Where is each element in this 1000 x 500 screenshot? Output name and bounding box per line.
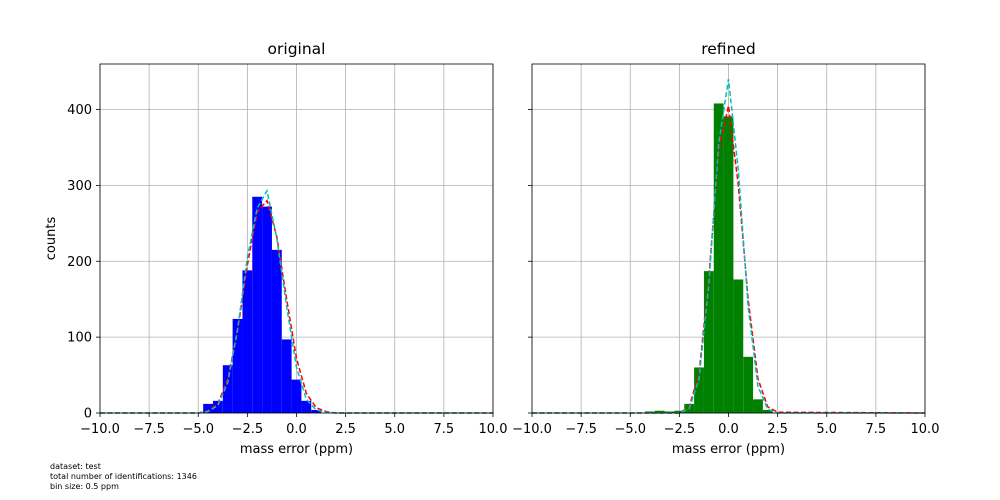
x-tick-label: −7.5 <box>565 422 597 437</box>
x-tick-label: 0.0 <box>286 422 307 437</box>
histogram-bar <box>762 409 773 413</box>
y-tick-label: 0 <box>84 407 92 422</box>
x-tick-label: −10.0 <box>80 422 120 437</box>
histogram-bar <box>654 410 665 413</box>
y-tick-label: 100 <box>67 331 92 346</box>
histogram-bar <box>311 409 322 413</box>
refined-histogram-panel: −10.0 −7.5 −5.0 −2.5 0.0 2.5 5.0 7.5 10.0 refined… <box>512 40 939 457</box>
x-tick-label: −2.5 <box>664 422 696 437</box>
x-tick-label: 0.0 <box>718 422 739 437</box>
histogram-bar <box>252 196 263 413</box>
histogram-bar <box>212 400 223 413</box>
x-axis-label: mass error (ppm) <box>240 442 353 457</box>
x-tick-label: 10.0 <box>911 422 940 437</box>
histogram-bar <box>723 116 734 413</box>
histogram-bar <box>703 271 714 413</box>
panel-title: original <box>268 40 326 58</box>
x-tick-label: 5.0 <box>816 422 837 437</box>
x-tick-label: 7.5 <box>434 422 455 437</box>
histogram-bar <box>694 367 704 413</box>
x-tick-label: −10.0 <box>512 422 552 437</box>
histogram-bar <box>753 399 763 413</box>
dataset-note: dataset: test <box>50 462 101 471</box>
histogram-bar <box>242 270 253 413</box>
x-tick-label: −7.5 <box>133 422 165 437</box>
x-tick-label: −5.0 <box>614 422 646 437</box>
x-tick-label: 5.0 <box>384 422 405 437</box>
histogram-bar <box>743 356 754 413</box>
cyan-fit-line <box>532 79 925 414</box>
histogram-bar <box>262 206 272 413</box>
x-tick-label: 2.5 <box>335 422 356 437</box>
histogram-bar <box>291 379 302 413</box>
y-tick-label: 400 <box>67 103 92 118</box>
histogram-bar <box>271 249 282 413</box>
x-tick-label: 10.0 <box>479 422 508 437</box>
histogram-bar <box>232 318 243 413</box>
histogram-bar <box>733 279 744 413</box>
histogram-bar <box>301 400 312 413</box>
red-fit-line <box>100 199 493 414</box>
y-tick-label: 200 <box>67 255 92 270</box>
cyan-fit-line <box>100 188 493 414</box>
original-histogram-panel: −10.0 −7.5 −5.0 −2.5 0.0 2.5 5.0 7.5 10.0 0 100 200… <box>44 40 507 457</box>
x-tick-label: 2.5 <box>767 422 788 437</box>
y-axis-label: counts <box>44 217 59 261</box>
panel-title: refined <box>701 40 756 58</box>
x-tick-label: −5.0 <box>182 422 214 437</box>
histogram-bar <box>281 339 292 413</box>
histogram-bar <box>674 410 685 413</box>
x-tick-label: 7.5 <box>866 422 887 437</box>
histogram-bar <box>203 403 213 413</box>
x-axis-label: mass error (ppm) <box>672 442 785 457</box>
y-tick-label: 300 <box>67 179 92 194</box>
histogram-bar <box>713 103 724 413</box>
histogram-bar <box>644 411 655 413</box>
histogram-bar <box>664 411 675 413</box>
bin-size-note: bin size: 0.5 ppm <box>50 482 119 491</box>
identifications-note: total number of identifications: 1346 <box>50 472 197 481</box>
x-tick-label: −2.5 <box>232 422 264 437</box>
histogram-bar <box>222 365 233 413</box>
